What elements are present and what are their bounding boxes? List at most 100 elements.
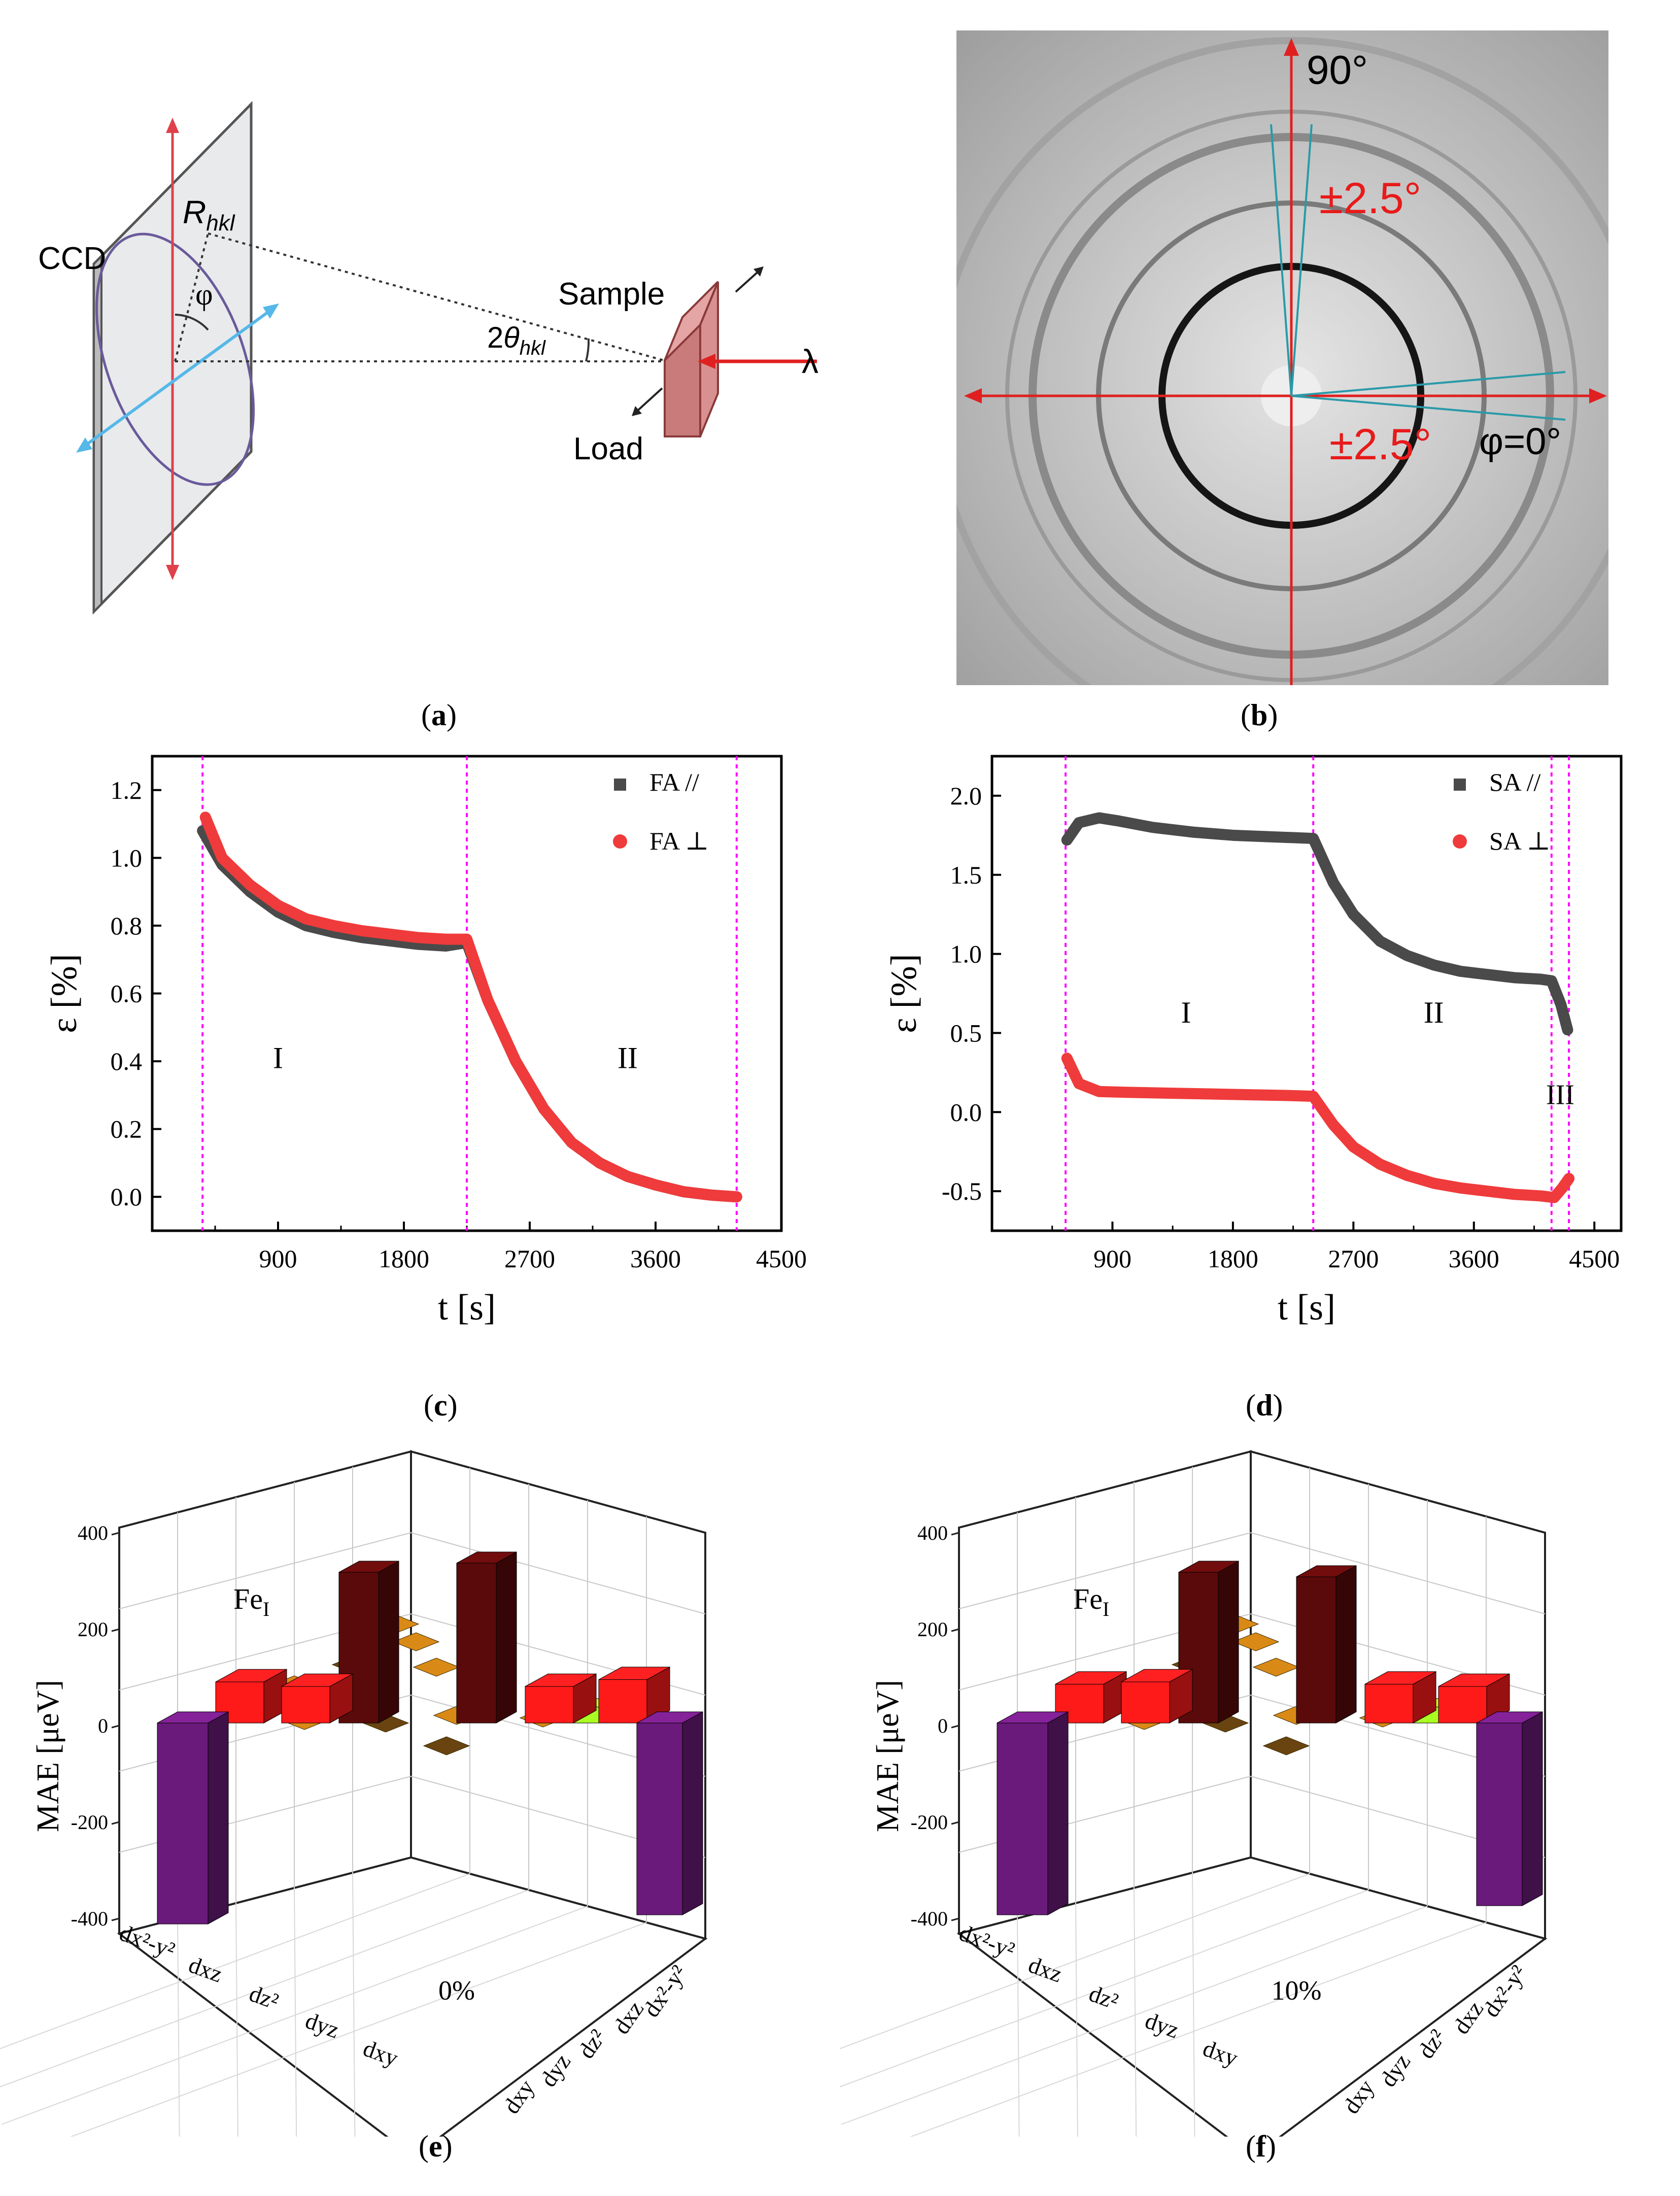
plot-frame bbox=[990, 755, 1623, 1232]
y-tick-label: 1.2 bbox=[111, 776, 143, 804]
bar-red-3 bbox=[1364, 1671, 1436, 1724]
floor bbox=[956, 1856, 1548, 2137]
x-tick-label: 1800 bbox=[1208, 1244, 1258, 1273]
data-point bbox=[1557, 1000, 1565, 1009]
series-perpendicular bbox=[1061, 1053, 1575, 1203]
near-zero-tile bbox=[1262, 1736, 1310, 1755]
z-tick bbox=[951, 1628, 959, 1632]
legend-marker-parallel bbox=[1454, 779, 1466, 791]
atom-label: FeI bbox=[1073, 1582, 1109, 1620]
data-point bbox=[650, 1179, 661, 1190]
data-point bbox=[301, 914, 312, 924]
data-point bbox=[1095, 814, 1104, 822]
bar-top bbox=[281, 1673, 353, 1687]
near-zero-tile bbox=[392, 1632, 440, 1651]
y-tick-label: -0.5 bbox=[942, 1177, 982, 1205]
z-tick-label: -200 bbox=[71, 1811, 108, 1834]
bar-red-3 bbox=[525, 1673, 597, 1724]
caption-a: (a) bbox=[421, 698, 457, 732]
z-tick-label: 400 bbox=[917, 1522, 948, 1544]
y-tick-label: 1.5 bbox=[950, 861, 982, 889]
near-zero-tile bbox=[1232, 1632, 1280, 1651]
bar-purple-right bbox=[636, 1711, 703, 1915]
label-phi-0: φ=0° bbox=[1479, 420, 1561, 462]
bar-top bbox=[1476, 1711, 1543, 1724]
data-point bbox=[1074, 1078, 1084, 1089]
bar-red-1 bbox=[215, 1669, 287, 1724]
grid-line bbox=[1192, 1872, 1195, 2137]
z-tick-label: 200 bbox=[78, 1618, 108, 1641]
bar-side bbox=[1218, 1561, 1239, 1724]
bar-top bbox=[997, 1711, 1069, 1724]
data-point bbox=[1510, 973, 1518, 982]
data-point bbox=[1536, 975, 1545, 984]
panel-b-diffraction-image: 90° ±2.5° ±2.5° φ=0° bbox=[956, 30, 1608, 685]
bar-side bbox=[1335, 1565, 1357, 1724]
grid-line bbox=[352, 1872, 356, 2137]
y-tick-label: 0.6 bbox=[111, 979, 143, 1008]
grid-line bbox=[70, 1922, 647, 2137]
legend-label-parallel: SA // bbox=[1489, 768, 1541, 796]
bar-front bbox=[1438, 1686, 1487, 1724]
grid-line bbox=[0, 1873, 470, 2049]
data-point bbox=[200, 812, 211, 823]
bar-purple-right bbox=[1476, 1711, 1543, 1906]
z-tick bbox=[111, 1917, 120, 1921]
two-theta-label: 2θhkl bbox=[487, 321, 546, 359]
x-tick-label: 900 bbox=[259, 1244, 297, 1273]
z-tick bbox=[111, 1532, 120, 1536]
data-point bbox=[1281, 1090, 1292, 1101]
data-point bbox=[413, 932, 423, 943]
region-label-III: III bbox=[1546, 1079, 1574, 1111]
grid-line bbox=[909, 1922, 1487, 2137]
bar-red-4 bbox=[598, 1666, 670, 1724]
region-label-I: I bbox=[273, 1041, 283, 1074]
data-point bbox=[1375, 1159, 1386, 1170]
y-tick-label: 0.0 bbox=[111, 1183, 143, 1211]
data-point bbox=[1349, 910, 1358, 919]
z-tick-label: -200 bbox=[911, 1811, 948, 1834]
panel-c-strain-chart: 900 1800 2700 3600 4500 0.0 0.2 0.4 0.6 0.8 1.0 1.2… bbox=[44, 755, 807, 1328]
panel-a-schematic: CCD Rhkl φ 2θhkl Sample Load λ bbox=[38, 100, 818, 615]
legend-label-parallel: FA // bbox=[649, 768, 699, 796]
z-axis-title: MAE [μeV] bbox=[31, 1680, 65, 1832]
near-zero-tile bbox=[423, 1736, 470, 1755]
y-tick-label: 0.2 bbox=[111, 1115, 143, 1143]
y-axis-title: ε [%] bbox=[883, 954, 924, 1033]
grid-line bbox=[1, 1906, 588, 2125]
caption-e: (e) bbox=[419, 2130, 453, 2163]
data-point bbox=[622, 1171, 633, 1182]
bar-top bbox=[1438, 1673, 1510, 1687]
bar-front bbox=[1476, 1722, 1523, 1906]
grid-line bbox=[1134, 1887, 1137, 2137]
strain-label: 0% bbox=[438, 1975, 475, 2006]
grid-line bbox=[1075, 1903, 1078, 2137]
data-point bbox=[594, 1158, 605, 1168]
bar-top bbox=[1364, 1671, 1436, 1684]
data-point bbox=[1429, 961, 1438, 969]
y-tick-label: 0.0 bbox=[950, 1098, 982, 1126]
data-point bbox=[1148, 823, 1157, 832]
z-tick bbox=[111, 1628, 120, 1632]
series-perpendicular bbox=[199, 812, 742, 1203]
data-point bbox=[273, 900, 283, 910]
x-tick-label: 3600 bbox=[630, 1244, 681, 1273]
panel-d-strain-chart: 900 1800 2700 3600 4500 -0.5 0.0 0.5 1.0 1.5 2.0 t … bbox=[883, 755, 1623, 1328]
grid-line bbox=[119, 1532, 412, 1609]
data-point bbox=[1557, 1183, 1567, 1193]
lambda-label: λ bbox=[802, 343, 818, 380]
y-tick-label: 1.0 bbox=[950, 940, 982, 968]
bar-front bbox=[636, 1722, 683, 1915]
z-tick-label: 200 bbox=[917, 1618, 948, 1641]
bar-top bbox=[1055, 1671, 1127, 1684]
grid-line bbox=[1250, 1532, 1546, 1614]
r-hkl-label: Rhkl bbox=[183, 194, 235, 235]
bar-front bbox=[456, 1563, 497, 1724]
bar-front bbox=[525, 1686, 574, 1724]
data-point bbox=[1269, 832, 1278, 841]
phi-label: φ bbox=[195, 278, 213, 311]
z-tick-label: 0 bbox=[938, 1714, 948, 1737]
bar-side bbox=[496, 1551, 517, 1724]
data-point bbox=[385, 929, 395, 939]
